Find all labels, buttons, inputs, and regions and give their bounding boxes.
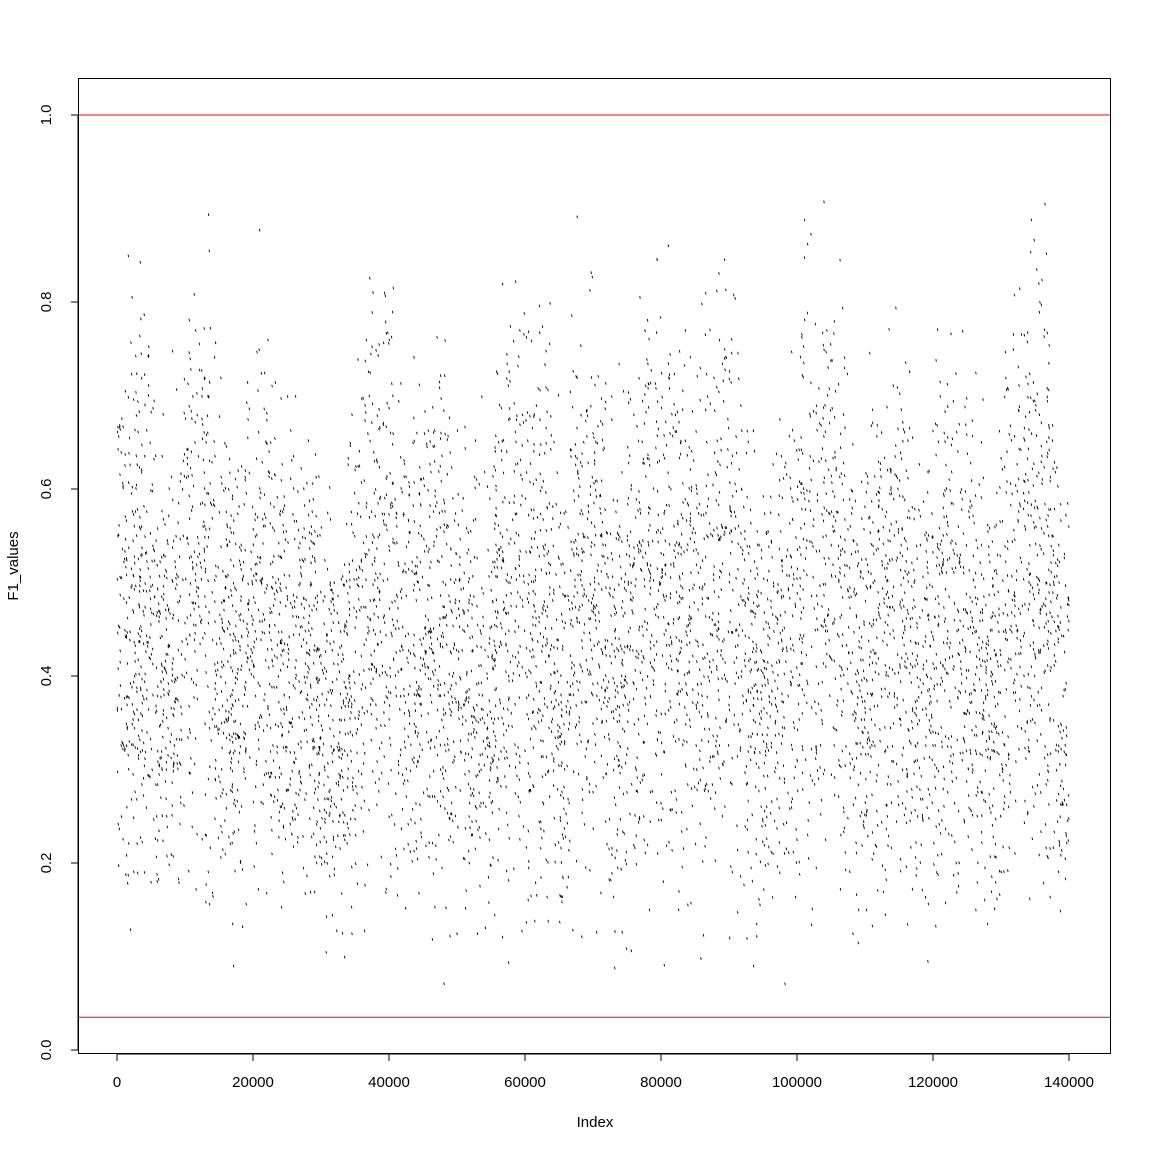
scatter-points <box>116 200 1070 986</box>
y-tick-label: 0.0 <box>38 1040 55 1061</box>
x-tick-label: 100000 <box>772 1074 822 1091</box>
reference-lines <box>79 114 1110 1018</box>
x-tick-label: 0 <box>113 1074 121 1091</box>
x-tick-label: 80000 <box>640 1074 682 1091</box>
y-tick-label: 0.8 <box>38 292 55 313</box>
x-axis-title: Index <box>577 1114 614 1131</box>
x-tick-label: 120000 <box>908 1074 958 1091</box>
x-tick-label: 20000 <box>232 1074 274 1091</box>
y-axis: 0.0 0.2 0.4 0.6 0.8 1.0 <box>38 105 79 1061</box>
y-tick-label: 0.6 <box>38 479 55 500</box>
y-tick-label: 1.0 <box>38 105 55 126</box>
y-tick-label: 0.2 <box>38 853 55 874</box>
data-points <box>116 200 1070 986</box>
x-axis: 0 20000 40000 60000 80000 100000 120000 140000 <box>113 1053 1094 1091</box>
y-axis-title: F1_values <box>5 531 22 600</box>
y-tick-label: 0.4 <box>38 666 55 687</box>
x-tick-label: 140000 <box>1044 1074 1094 1091</box>
x-tick-label: 60000 <box>504 1074 546 1091</box>
x-tick-label: 40000 <box>368 1074 410 1091</box>
